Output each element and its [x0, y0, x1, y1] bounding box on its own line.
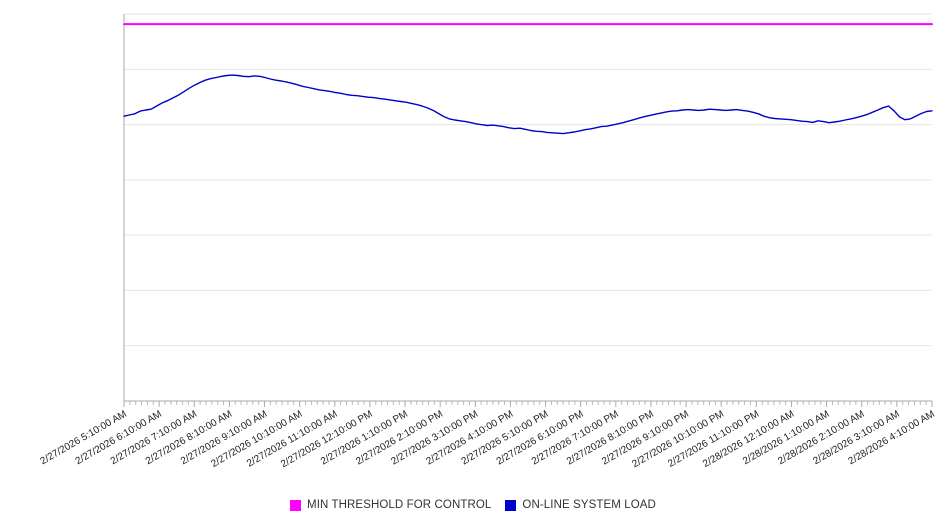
legend-label-load: ON-LINE SYSTEM LOAD [522, 499, 656, 511]
x-axis-minor-ticks [129, 401, 927, 405]
grid-lines [124, 13, 932, 402]
load-series-line [123, 74, 933, 135]
legend-swatch-threshold [290, 499, 302, 511]
x-axis-major-ticks [123, 401, 933, 407]
x-axis-labels: 2/27/2026 5:10:00 AM 2/27/2026 6:10:00 AM… [0, 404, 946, 490]
legend-entry-threshold[interactable]: MIN THRESHOLD FOR CONTROL [290, 499, 491, 511]
legend-swatch-load [505, 499, 517, 511]
legend-entry-load[interactable]: ON-LINE SYSTEM LOAD [505, 499, 656, 511]
legend-label-threshold: MIN THRESHOLD FOR CONTROL [307, 499, 492, 511]
chart-legend: MIN THRESHOLD FOR CONTROL ON-LINE SYSTEM… [0, 494, 946, 516]
